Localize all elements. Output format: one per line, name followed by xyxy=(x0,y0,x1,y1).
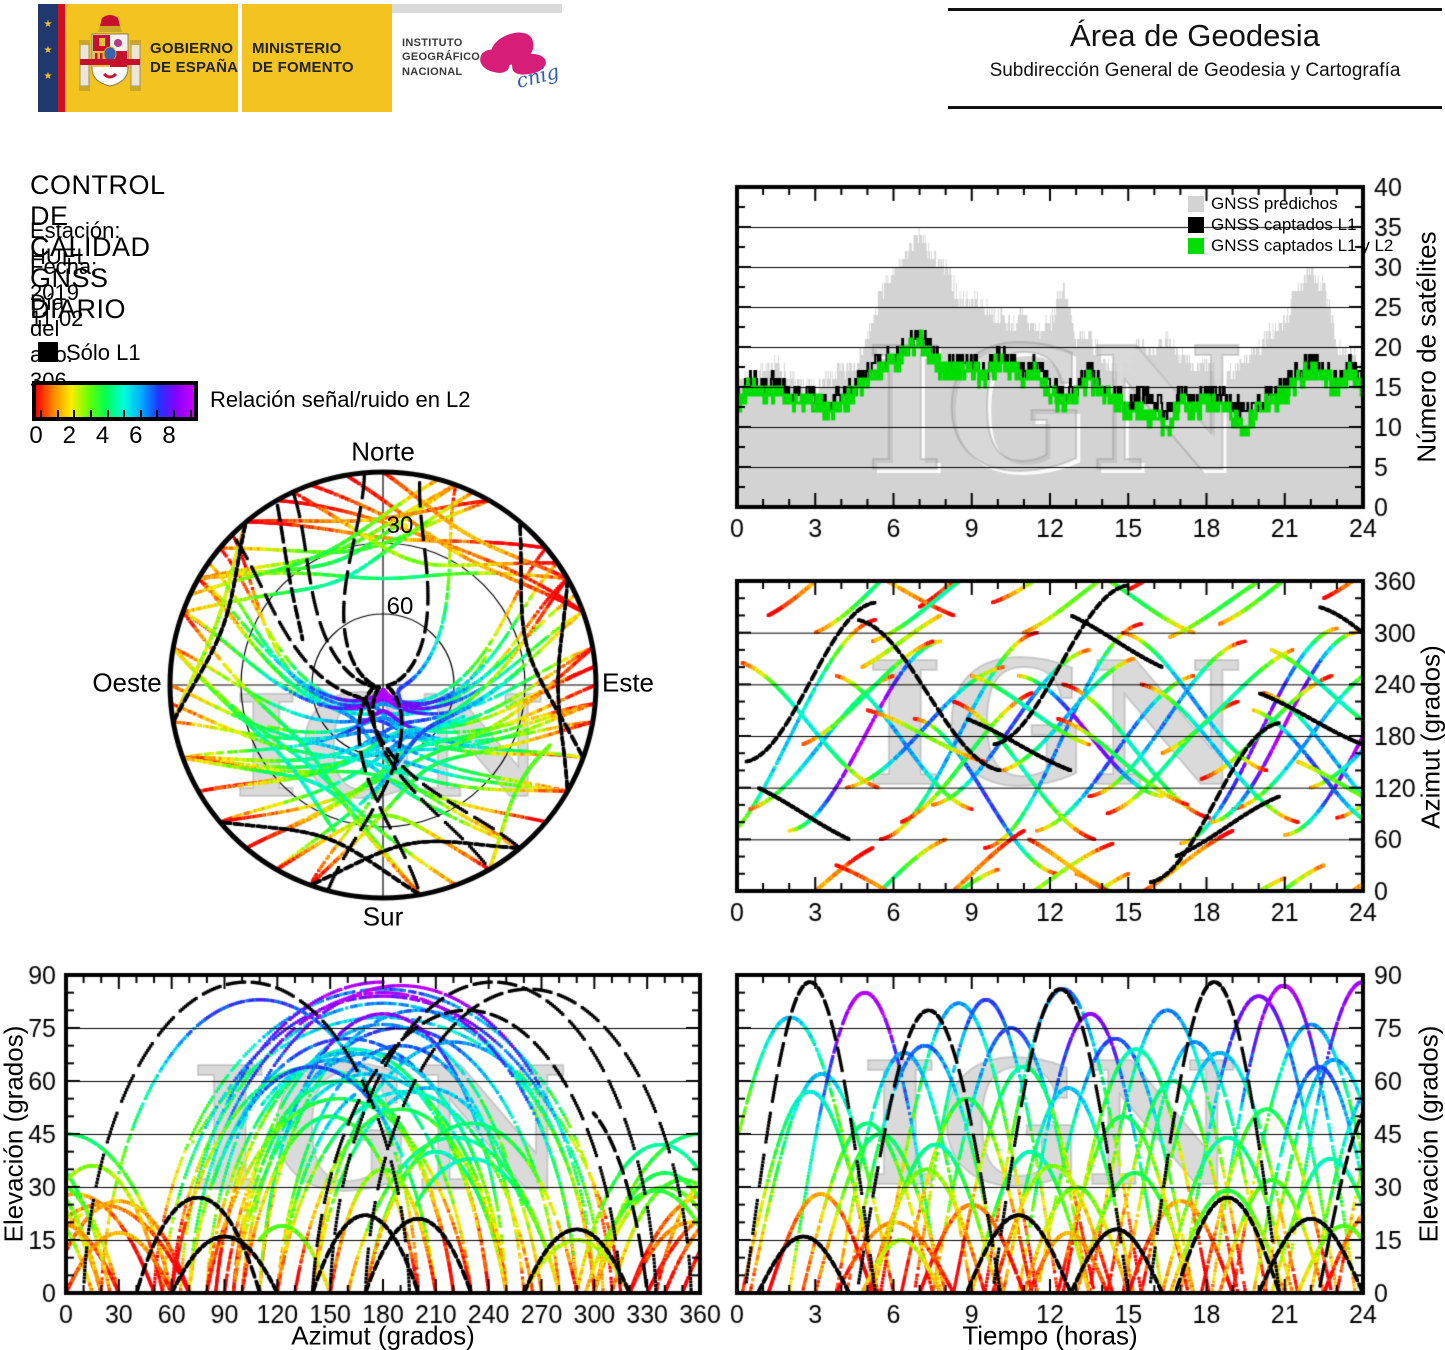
colorbar-tick-label: 6 xyxy=(129,422,143,449)
colorbar-tick xyxy=(173,410,176,417)
day-of-year-label: Día del año: 306 xyxy=(30,290,73,393)
report-title: CONTROL DE CALIDAD GNSS DIARIO xyxy=(30,170,165,324)
instituto-geografico-nacional-label: INSTITUTO GEOGRÁFICO NACIONAL xyxy=(402,37,481,78)
header-rule-top xyxy=(948,8,1442,11)
colorbar-tick xyxy=(189,410,192,417)
ylabel-elevation-right: Elevación (grados) xyxy=(1413,1025,1444,1243)
legend-swatch-predicted xyxy=(1188,196,1204,212)
legend-label-captured-l1: GNSS captados L1 xyxy=(1211,215,1357,234)
panel-top-strip xyxy=(392,4,562,13)
area-subtitle: Subdirección General de Geodesia y Carto… xyxy=(989,60,1401,81)
colorbar-tick xyxy=(56,410,59,417)
skyplot-ring30-label: 30 xyxy=(386,512,414,539)
spain-coat-of-arms-icon xyxy=(79,15,141,91)
eu-star-icon: ★ xyxy=(43,19,53,30)
government-banner: ★ ★ ★ GOBI xyxy=(38,4,392,112)
colorbar-tick xyxy=(40,410,42,417)
snr-colorbar xyxy=(32,381,198,421)
station-label: Estación: HUEL xyxy=(30,218,121,269)
colorbar-tick xyxy=(156,410,159,417)
ylabel-azimuth: Azimut (grados) xyxy=(1415,645,1445,829)
legend-label-predicted: GNSS predichos xyxy=(1211,194,1338,213)
legend-swatch-captured-l1l2 xyxy=(1188,238,1204,254)
header-rule-bottom xyxy=(948,106,1442,109)
legend-label-captured-l1l2: GNSS captados L1 y L2 xyxy=(1211,236,1394,255)
banner-divider xyxy=(238,4,242,112)
colorbar-tick xyxy=(73,410,76,417)
ministerio-fomento-label: MINISTERIO DE FOMENTO xyxy=(252,40,354,76)
gobierno-espana-label: GOBIERNO DE ESPAÑA xyxy=(150,40,239,76)
geodesia-header: Área de Geodesia Subdirección General de… xyxy=(948,0,1442,116)
skyplot-ring60-label: 60 xyxy=(386,593,414,620)
xlabel-time: Tiempo (horas) xyxy=(962,1320,1138,1350)
skyplot-south-label: Sur xyxy=(362,901,404,932)
colorbar-tick-label: 4 xyxy=(95,422,110,449)
eu-star-icon: ★ xyxy=(43,71,53,82)
cnig-logo: cnig xyxy=(476,28,562,93)
legend-swatch-captured-l1 xyxy=(1188,217,1204,233)
colorbar-tick-label: 8 xyxy=(162,422,176,449)
colorbar-tick xyxy=(106,410,109,417)
ylabel-num-satellites: Número de satélites xyxy=(1411,231,1442,463)
solo-l1-swatch xyxy=(38,342,58,362)
eu-star-icon: ★ xyxy=(43,45,53,56)
skyplot-north-label: Norte xyxy=(351,436,415,467)
colorbar-tick-label: 0 xyxy=(29,422,43,449)
flag-red-stripe xyxy=(58,4,65,112)
colorbar-tick xyxy=(123,410,126,417)
area-title: Área de Geodesia xyxy=(1070,18,1320,53)
solo-l1-label: Sólo L1 xyxy=(66,340,141,365)
skyplot-west-label: Oeste xyxy=(92,667,162,698)
colorbar-tick xyxy=(89,410,92,417)
colorbar-tick xyxy=(139,410,142,417)
eu-flag-stripe: ★ ★ ★ xyxy=(38,4,58,112)
date-label: Fecha: 2019 11 02 xyxy=(30,254,98,331)
ylabel-elevation-left: Elevación (grados) xyxy=(0,1025,29,1243)
snr-colorbar-label: Relación señal/ruido en L2 xyxy=(210,387,471,412)
xlabel-azimuth: Azimut (grados) xyxy=(291,1320,475,1350)
ign-logo-panel: INSTITUTO GEOGRÁFICO NACIONAL cnig xyxy=(392,4,562,104)
skyplot-east-label: Este xyxy=(601,667,655,698)
colorbar-tick-label: 2 xyxy=(62,422,76,449)
